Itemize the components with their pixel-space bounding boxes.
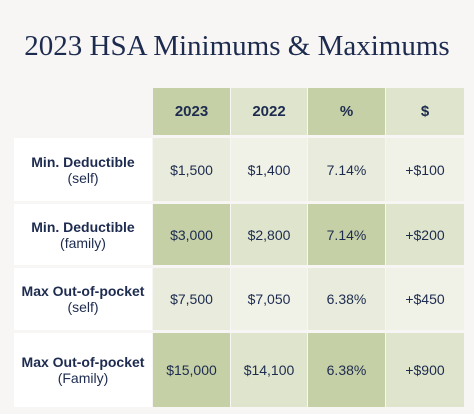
table-cell: +$200	[386, 204, 464, 265]
header-cell: $	[386, 88, 464, 135]
header-text: 2022	[252, 103, 286, 120]
title: 2023 HSA Minimums & Maximums	[24, 30, 450, 62]
table-cell: $3,000	[153, 204, 230, 265]
table-cell: $2,800	[231, 204, 307, 265]
row-label: Max Out-of-pocket (self)	[14, 268, 152, 330]
table-cell: $15,000	[153, 333, 230, 407]
row-label: Max Out-of-pocket (Family)	[14, 333, 152, 407]
header-text: $	[420, 103, 430, 120]
row-label: Min. Deductible (self)	[14, 138, 152, 201]
table-cell: $14,100	[231, 333, 307, 407]
row-label-line: (self)	[67, 299, 99, 315]
cell-text: +$900	[405, 362, 445, 378]
cell-text: 6.38%	[326, 362, 367, 378]
row-label-line: Max Out-of-pocket	[21, 283, 145, 299]
header-cell: 2023	[153, 88, 230, 135]
cell-text: $7,500	[170, 291, 213, 307]
table-cell: +$900	[386, 333, 464, 407]
cell-text: $7,050	[247, 291, 291, 307]
cell-text: 7.14%	[326, 226, 367, 243]
header-cell: %	[308, 88, 385, 135]
cell-text: $15,000	[166, 362, 217, 378]
row-label-line: Min. Deductible	[31, 218, 135, 235]
row-label-line: (Family)	[57, 370, 109, 386]
row-label-line: Min. Deductible	[31, 153, 135, 170]
row-label-line: (family)	[60, 234, 106, 251]
table-cell: +$100	[386, 138, 464, 201]
header-text: 2023	[174, 103, 209, 120]
cell-text: $1,500	[170, 161, 213, 178]
table-cell: 6.38%	[308, 268, 385, 330]
cell-text: 7.14%	[326, 161, 367, 178]
row-label: Min. Deductible (family)	[14, 204, 152, 265]
cell-text: $1,400	[247, 161, 291, 178]
table-cell: 7.14%	[308, 138, 385, 201]
header-cell: 2022	[231, 88, 307, 135]
table-cell: 7.14%	[308, 204, 385, 265]
cell-text: +$100	[405, 161, 445, 178]
cell-text: $2,800	[247, 226, 291, 243]
cell-text: $3,000	[170, 226, 213, 243]
table-cell: +$450	[386, 268, 464, 330]
row-label-line: Max Out-of-pocket	[21, 354, 145, 370]
cell-text: 6.38%	[326, 291, 367, 307]
table-cell: 6.38%	[308, 333, 385, 407]
cell-text: $14,100	[243, 362, 295, 378]
table-cell: $7,050	[231, 268, 307, 330]
table-cell: $1,500	[153, 138, 230, 201]
cell-text: +$450	[405, 291, 445, 307]
header-text: %	[339, 103, 354, 120]
cell-text: +$200	[405, 226, 445, 243]
table-cell: $7,500	[153, 268, 230, 330]
table-cell: $1,400	[231, 138, 307, 201]
row-label-line: (self)	[67, 169, 99, 186]
